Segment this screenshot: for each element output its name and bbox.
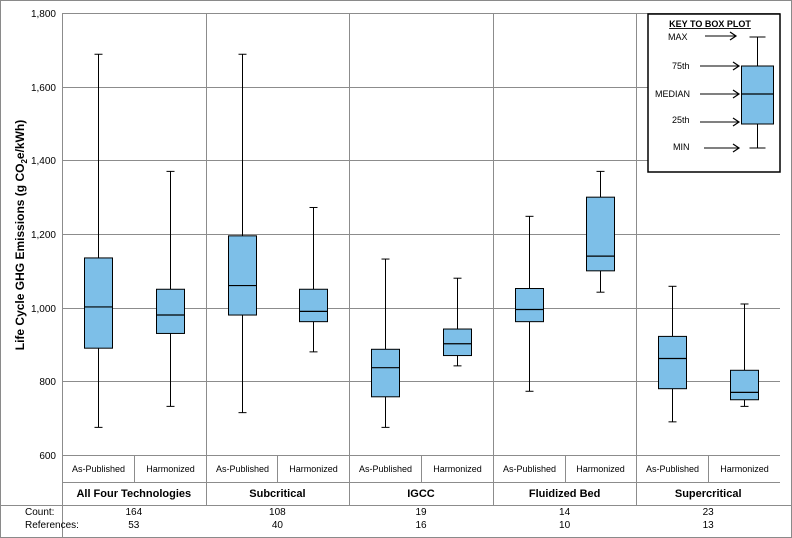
y-axis-ticks: 600 800 1,000 1,200 1,400 1,600 1,800 <box>31 9 56 462</box>
y-tick-label: 800 <box>39 377 56 388</box>
group-label: Subcritical <box>249 488 305 500</box>
box-label: As-Published <box>72 464 125 474</box>
box-plot <box>228 53 257 414</box>
y-tick-label: 1,400 <box>31 156 56 167</box>
count-value: 19 <box>415 507 427 518</box>
key-arrow-head <box>729 31 738 41</box>
key-label: MEDIAN <box>655 89 690 99</box>
category-labels: As-Published Harmonized All Four Technolog… <box>72 464 769 531</box>
box-plot <box>586 170 615 293</box>
box-label: Harmonized <box>289 464 338 474</box>
box-plot <box>156 170 185 407</box>
iqr-box <box>443 328 472 357</box>
count-value: 14 <box>559 507 571 518</box>
y-tick-label: 600 <box>39 451 56 462</box>
box-plot <box>299 206 328 353</box>
y-tick-label: 1,200 <box>31 230 56 241</box>
count-value: 23 <box>703 507 715 518</box>
key-arrow-head <box>732 117 741 127</box>
group-label: IGCC <box>407 488 435 500</box>
iqr-box <box>299 288 328 323</box>
y-tick-label: 1,000 <box>31 304 56 315</box>
key-arrow-head <box>732 61 741 71</box>
key-label: 25th <box>672 115 690 125</box>
box-plot <box>730 303 759 407</box>
references-value: 16 <box>415 520 427 531</box>
box-plot <box>443 277 472 367</box>
box-label: Harmonized <box>576 464 625 474</box>
iqr-box <box>586 196 615 272</box>
iqr-box <box>156 288 185 334</box>
references-value: 10 <box>559 520 571 531</box>
box-label: As-Published <box>646 464 699 474</box>
key-label: 75th <box>672 61 690 71</box>
iqr-box <box>658 335 687 390</box>
iqr-box <box>730 369 759 401</box>
box-plot <box>515 215 544 392</box>
key-title: KEY TO BOX PLOT <box>669 19 751 29</box>
count-label: Count: <box>25 507 54 518</box>
group-label: Supercritical <box>675 488 742 500</box>
group-label: Fluidized Bed <box>529 488 601 500</box>
box-plot <box>658 285 687 423</box>
box-label: As-Published <box>359 464 412 474</box>
key-label: MAX <box>668 32 688 42</box>
box-plot <box>371 258 400 428</box>
references-value: 13 <box>703 520 715 531</box>
y-axis-label-text: Life Cycle GHG Emissions (g CO <box>13 164 27 351</box>
iqr-box <box>371 348 400 398</box>
iqr-box <box>228 235 257 316</box>
box-plot-key: KEY TO BOX PLOT MAX 75th MEDIAN 25th MIN <box>647 13 781 173</box>
box-label: As-Published <box>216 464 269 474</box>
iqr-box <box>515 288 544 323</box>
key-arrow-head <box>732 143 741 153</box>
references-value: 53 <box>128 520 140 531</box>
box-plot <box>84 53 113 428</box>
y-axis-label: Life Cycle GHG Emissions (g CO2e/kWh) <box>13 120 29 351</box>
key-box <box>741 65 774 125</box>
y-axis-label-tail: e/kWh) <box>13 120 27 159</box>
box-series <box>84 53 759 428</box>
references-label: References: <box>25 520 79 531</box>
y-tick-label: 1,600 <box>31 83 56 94</box>
iqr-box <box>84 257 113 349</box>
count-value: 164 <box>125 507 142 518</box>
y-tick-label: 1,800 <box>31 9 56 20</box>
group-label: All Four Technologies <box>76 488 191 500</box>
box-label: As-Published <box>503 464 556 474</box>
key-arrow-head <box>732 89 741 99</box>
box-label: Harmonized <box>720 464 769 474</box>
key-label: MIN <box>673 142 690 152</box>
references-value: 40 <box>272 520 284 531</box>
box-label: Harmonized <box>433 464 482 474</box>
y-axis-label-subscript: 2 <box>20 159 29 164</box>
count-value: 108 <box>269 507 286 518</box>
box-label: Harmonized <box>146 464 195 474</box>
